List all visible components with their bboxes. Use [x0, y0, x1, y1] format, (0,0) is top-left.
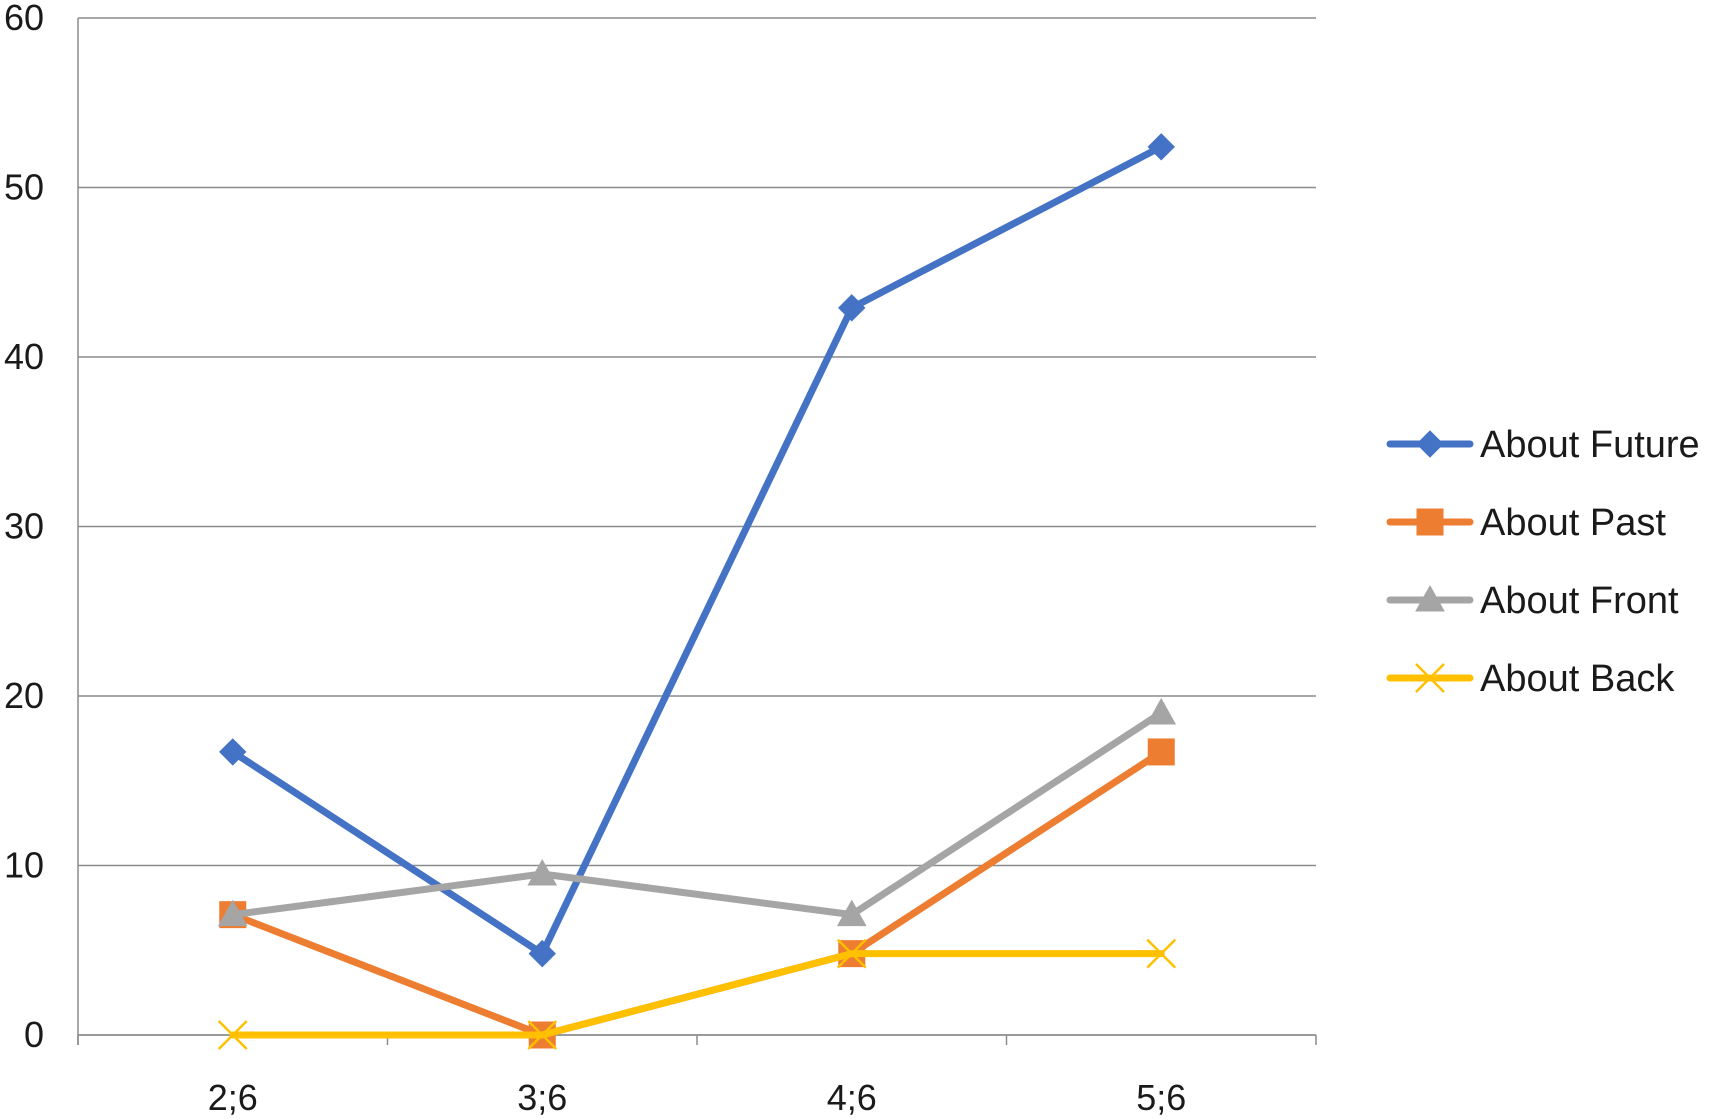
marker-stroke	[836, 938, 867, 969]
y-tick-label: 40	[4, 336, 44, 377]
y-tick-label: 50	[4, 167, 44, 208]
data-point-about-back	[836, 938, 867, 969]
series-lines	[217, 133, 1177, 1050]
legend-marker	[1415, 663, 1445, 693]
legend-marker	[1416, 508, 1444, 536]
gridlines	[78, 17, 1316, 1036]
marker-stroke	[1146, 938, 1177, 969]
data-point-about-front	[527, 858, 558, 886]
marker-stroke	[527, 1020, 558, 1050]
legend-label: About Front	[1480, 580, 1679, 622]
data-point-about-future	[1147, 133, 1175, 161]
data-point-about-past	[1147, 738, 1175, 766]
legend-item-about-future: About Future	[1386, 424, 1700, 466]
data-point-about-future	[838, 294, 866, 322]
legend-marker	[1415, 584, 1445, 612]
x-tick-label: 3;6	[517, 1077, 567, 1118]
data-point-about-future	[528, 939, 556, 968]
data-point-about-back	[1146, 938, 1177, 969]
series-line-about-back	[229, 950, 1165, 1039]
y-tick-label: 20	[4, 675, 44, 716]
y-tick-label: 0	[24, 1014, 44, 1055]
y-tick-label: 60	[4, 0, 44, 38]
legend-item-about-front: About Front	[1386, 580, 1679, 622]
x-tick-label: 5;6	[1136, 1077, 1186, 1118]
legend-label: About Future	[1480, 424, 1700, 466]
series-line-about-future	[229, 143, 1165, 958]
legend: About Future About Past About Front About B…	[1386, 424, 1700, 700]
marker-stroke	[1415, 663, 1445, 693]
x-tick-label: 2;6	[208, 1077, 258, 1118]
legend-marker	[1416, 430, 1444, 458]
x-axis-ticks: 2;6 3;6 4;6 5;6	[208, 1077, 1187, 1118]
data-point-about-future	[219, 738, 247, 766]
legend-label: About Past	[1480, 502, 1666, 544]
data-point-about-front	[1146, 697, 1177, 725]
y-tick-label: 10	[4, 845, 44, 886]
data-point-about-back	[527, 1020, 558, 1050]
legend-label: About Back	[1480, 658, 1675, 700]
legend-item-about-back: About Back	[1386, 658, 1675, 700]
data-point-about-back	[217, 1020, 248, 1050]
x-tick-label: 4;6	[827, 1077, 877, 1118]
legend-item-about-past: About Past	[1386, 502, 1666, 544]
y-tick-label: 30	[4, 506, 44, 547]
y-axis-ticks: 0 10 20 30 40 50 60	[4, 0, 44, 1055]
data-point-about-front	[836, 899, 867, 927]
data-point-about-front	[217, 899, 248, 927]
series-line-about-front	[229, 709, 1165, 919]
marker-stroke	[217, 1020, 248, 1050]
